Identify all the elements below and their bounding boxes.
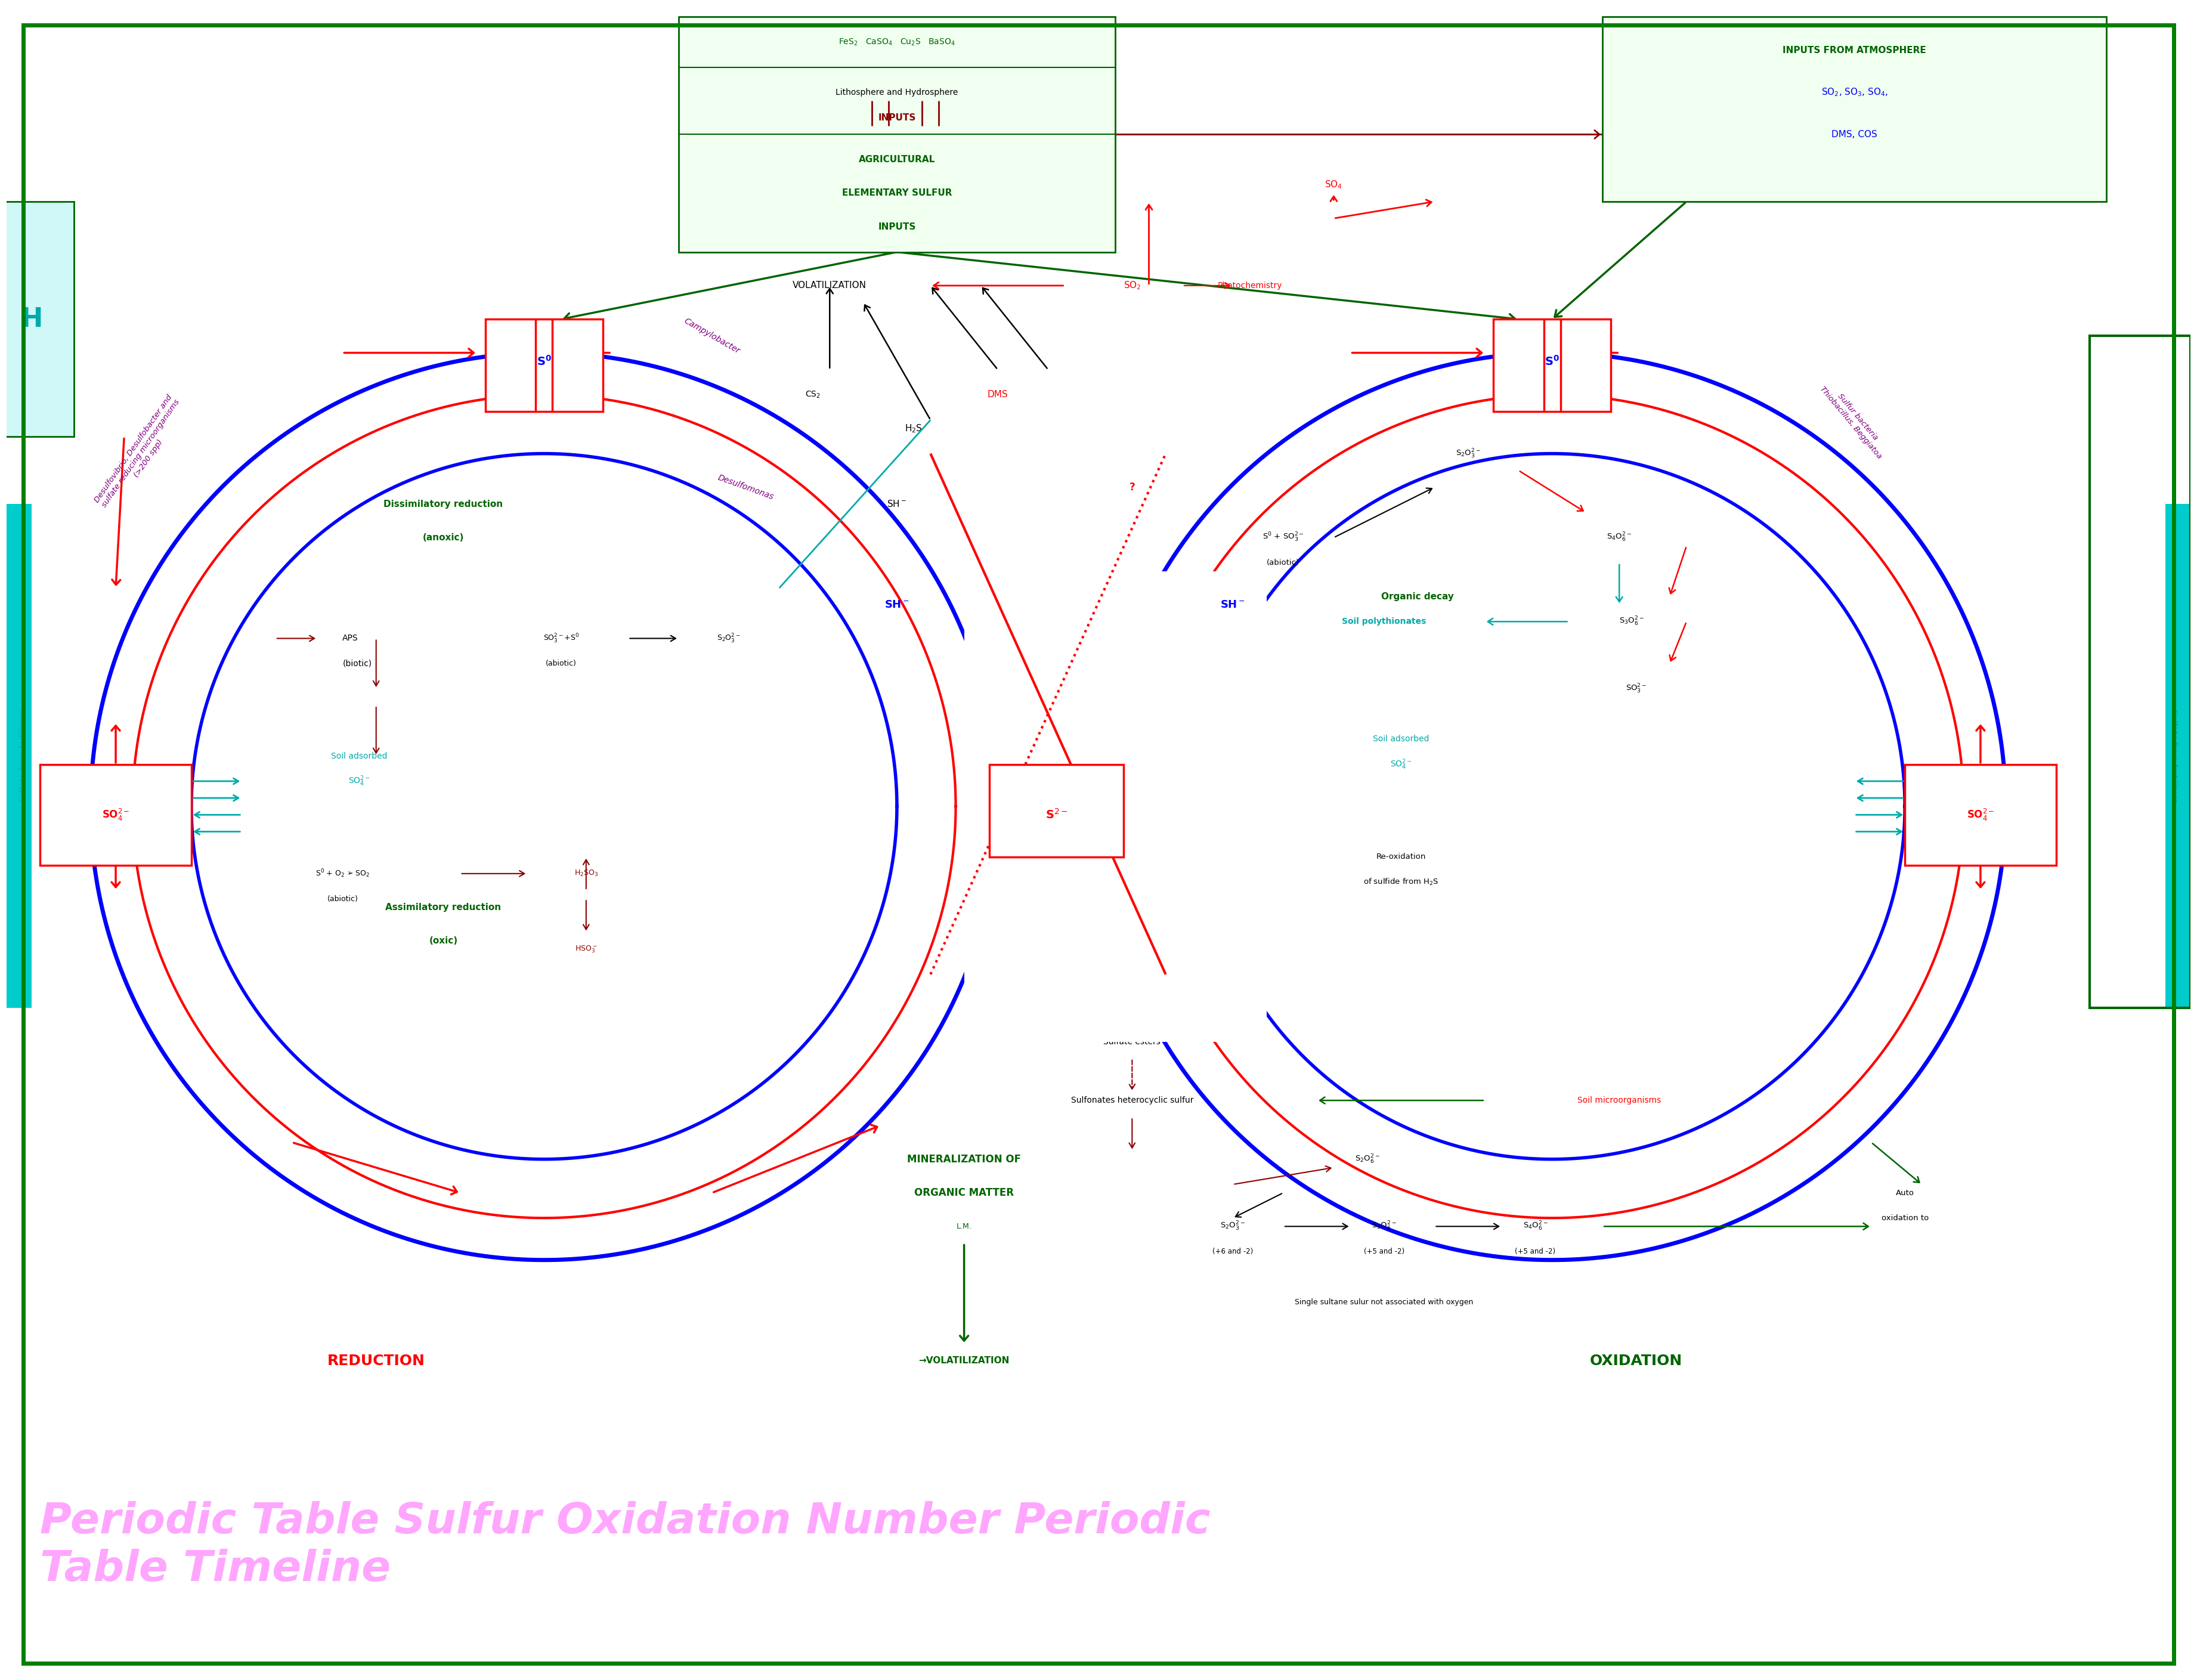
Text: HSO$_3^-$: HSO$_3^-$	[576, 944, 598, 954]
Text: INPUTS: INPUTS	[879, 113, 916, 123]
Text: $\mathbf{S^0}$: $\mathbf{S^0}$	[536, 354, 551, 368]
Text: H$_2$S: H$_2$S	[905, 423, 923, 433]
Text: Soil adsorbed: Soil adsorbed	[1373, 736, 1428, 743]
Text: VOLATILIZATION: VOLATILIZATION	[793, 281, 866, 291]
Text: (+5 and -2): (+5 and -2)	[1364, 1248, 1404, 1255]
Text: APS: APS	[343, 635, 358, 642]
Text: DMS, COS: DMS, COS	[1832, 129, 1878, 139]
Text: SO$_4^{2-}$: SO$_4^{2-}$	[101, 808, 130, 822]
Text: S$_2$O$_3^{2-}$: S$_2$O$_3^{2-}$	[1457, 447, 1481, 460]
Text: ?: ?	[1129, 869, 1134, 879]
Text: S$^0$ + O$_2$ ➢ SO$_2$: S$^0$ + O$_2$ ➢ SO$_2$	[316, 869, 369, 879]
Text: (abiotic): (abiotic)	[327, 895, 358, 902]
FancyBboxPatch shape	[1905, 764, 2056, 865]
Text: S$_2$O$_6^{2-}$: S$_2$O$_6^{2-}$	[1356, 1152, 1380, 1166]
Text: Soil polythionates: Soil polythionates	[1342, 618, 1426, 625]
Text: SO$_3^{2-}$+S$^0$: SO$_3^{2-}$+S$^0$	[543, 632, 578, 645]
Text: S$_3$O$_6^{2-}$: S$_3$O$_6^{2-}$	[1371, 1220, 1397, 1233]
Text: ORGANIC MATTER: ORGANIC MATTER	[914, 1188, 1013, 1198]
FancyBboxPatch shape	[0, 202, 75, 437]
Text: bound sulfur: bound sulfur	[1105, 979, 1158, 986]
FancyBboxPatch shape	[486, 319, 602, 412]
Text: AGRICULTURAL: AGRICULTURAL	[859, 155, 936, 165]
Text: INPUTS FROM ATMOSPHERE: INPUTS FROM ATMOSPHERE	[1782, 45, 1927, 55]
Text: Thiosulfate: Thiosulfate	[1105, 635, 1158, 642]
Text: Photochemistry: Photochemistry	[1217, 282, 1283, 289]
FancyBboxPatch shape	[1494, 319, 1610, 412]
Text: Polysulfides: Polysulfides	[1103, 660, 1160, 667]
Text: oxidation to: oxidation to	[1881, 1215, 1929, 1221]
Text: REDUCTION: REDUCTION	[327, 1354, 424, 1368]
Text: Assimilatory reduction: Assimilatory reduction	[384, 902, 501, 912]
Text: S$_4$O$_6^{2-}$: S$_4$O$_6^{2-}$	[1606, 531, 1632, 544]
Text: Sulfate esters: Sulfate esters	[1103, 1038, 1160, 1045]
Text: SO$_4$: SO$_4$	[1325, 180, 1342, 190]
Text: H$_2$SO$_3$: H$_2$SO$_3$	[573, 869, 598, 879]
Text: Sulfonates heterocyclic sulfur: Sulfonates heterocyclic sulfur	[1070, 1097, 1193, 1104]
FancyBboxPatch shape	[7, 504, 31, 1008]
FancyBboxPatch shape	[40, 764, 191, 865]
FancyBboxPatch shape	[2166, 504, 2190, 1008]
Text: $\mathbf{S^0}$: $\mathbf{S^0}$	[1544, 354, 1560, 368]
Text: of sulfide from H$_2$S: of sulfide from H$_2$S	[1362, 877, 1439, 887]
Text: Re-oxidation: Re-oxidation	[1375, 853, 1426, 860]
Text: SO$_2$, SO$_3$, SO$_4$,: SO$_2$, SO$_3$, SO$_4$,	[1821, 87, 1887, 97]
Text: Organically: Organically	[1109, 954, 1156, 961]
Text: Lithosphere and Hydrosphere: Lithosphere and Hydrosphere	[835, 89, 958, 96]
Text: (biotic): (biotic)	[343, 660, 371, 667]
Text: SO$_2$: SO$_2$	[1123, 281, 1140, 291]
Text: S$_3$O$_6^{2-}$: S$_3$O$_6^{2-}$	[1619, 615, 1643, 628]
Text: SH$^-$: SH$^-$	[885, 600, 910, 610]
Text: DMS: DMS	[986, 390, 1008, 400]
Text: OXIDATION: OXIDATION	[1591, 1354, 1683, 1368]
Text: SO$_4^{2-}$: SO$_4^{2-}$	[1391, 758, 1413, 771]
Text: Single sultane sulur not associated with oxygen: Single sultane sulur not associated with…	[1294, 1299, 1474, 1305]
Text: →VOLATILIZATION: →VOLATILIZATION	[918, 1356, 1011, 1366]
Text: Desulfomonas: Desulfomonas	[716, 474, 776, 501]
Text: FeS$_2$   CaSO$_4$   Cu$_2$S   BaSO$_4$: FeS$_2$ CaSO$_4$ Cu$_2$S BaSO$_4$	[839, 37, 956, 47]
Text: Organic decay: Organic decay	[1382, 591, 1454, 601]
Text: H: H	[20, 306, 44, 333]
Text: S$_2$O$_3^{2-}$: S$_2$O$_3^{2-}$	[716, 632, 740, 645]
Text: Sulfate from fertilizers: Sulfate from fertilizers	[2168, 709, 2177, 803]
Text: SO$_3^{2-}$: SO$_3^{2-}$	[1626, 682, 1648, 696]
Text: ?: ?	[1129, 482, 1136, 492]
Text: Soil adsorbed: Soil adsorbed	[332, 753, 387, 759]
FancyBboxPatch shape	[989, 764, 1123, 857]
Text: (+6 and -2): (+6 and -2)	[1213, 1248, 1252, 1255]
FancyBboxPatch shape	[964, 571, 1265, 1042]
Text: Soil microorganisms: Soil microorganisms	[1577, 1097, 1661, 1104]
Text: SH$^-$: SH$^-$	[1219, 600, 1246, 610]
Text: SO$_4^{2-}$: SO$_4^{2-}$	[1966, 808, 1995, 822]
Text: Periodic Table Sulfur Oxidation Number Periodic
Table Timeline: Periodic Table Sulfur Oxidation Number P…	[40, 1502, 1211, 1589]
Text: Sulfur bacteria
Thiobacillus, Beggiatoa: Sulfur bacteria Thiobacillus, Beggiatoa	[1819, 380, 1889, 460]
Text: (abiotic): (abiotic)	[1268, 559, 1301, 566]
Text: Campylobacter: Campylobacter	[683, 316, 743, 356]
FancyBboxPatch shape	[679, 17, 1116, 252]
Text: INPUTS: INPUTS	[879, 222, 916, 232]
FancyBboxPatch shape	[1602, 17, 2107, 202]
Text: ↓: ↓	[1127, 709, 1136, 719]
Text: Sulfate from fertilizers: Sulfate from fertilizers	[20, 709, 29, 803]
Text: S$_4$O$_6^{2-}$: S$_4$O$_6^{2-}$	[1523, 1220, 1547, 1233]
Text: Auto: Auto	[1896, 1189, 1914, 1196]
Text: CS$_2$: CS$_2$	[804, 390, 822, 400]
Text: ?: ?	[1129, 751, 1134, 761]
Text: L.M.: L.M.	[956, 1223, 971, 1230]
Text: Dissimilatory reduction: Dissimilatory reduction	[384, 499, 503, 509]
Text: (abiotic): (abiotic)	[545, 660, 576, 667]
Text: SH$^-$: SH$^-$	[888, 499, 907, 509]
Text: ELEMENTARY SULFUR: ELEMENTARY SULFUR	[841, 188, 951, 198]
Text: (anoxic): (anoxic)	[422, 533, 464, 543]
Text: S$^0$ + SO$_3^{2-}$: S$^0$ + SO$_3^{2-}$	[1263, 531, 1305, 544]
Text: S$_2$O$_3^{2-}$: S$_2$O$_3^{2-}$	[1219, 1220, 1246, 1233]
Text: (oxic): (oxic)	[428, 936, 457, 946]
Text: Desulfovibrio, Desulfobacter and
sulfate reducing microorganisms
(>200 spp): Desulfovibrio, Desulfobacter and sulfate…	[92, 393, 189, 514]
Text: S$^{2-}$: S$^{2-}$	[1046, 808, 1068, 822]
Text: (+5 and -2): (+5 and -2)	[1516, 1248, 1555, 1255]
Text: MINERALIZATION OF: MINERALIZATION OF	[907, 1154, 1022, 1164]
Text: SO$_4^{2-}$: SO$_4^{2-}$	[349, 774, 371, 788]
